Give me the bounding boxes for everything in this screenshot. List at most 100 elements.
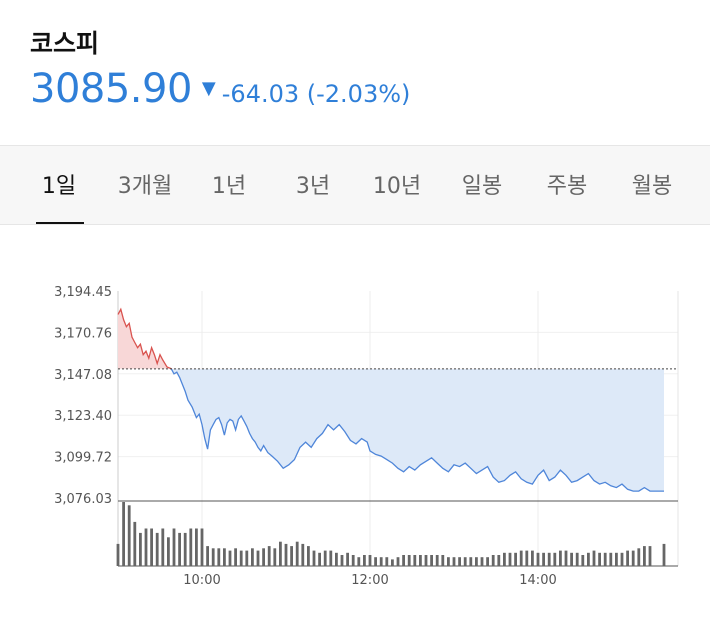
volume-bar [631,550,635,566]
volume-bar [172,528,176,566]
volume-bar [211,548,215,566]
triangle-down-icon: ▼ [201,78,216,99]
volume-bar [503,552,506,566]
volume-bar [402,555,405,566]
volume-bar [223,548,226,566]
volume-bar [385,557,389,566]
volume-bar [301,543,305,566]
volume-bar [559,550,562,566]
x-tick-label: 12:00 [351,573,388,588]
volume-bar [239,550,243,566]
volume-bar [273,548,277,566]
volume-bar [133,521,137,566]
volume-bar [441,555,445,566]
quote-header: 코스피 3085.90 ▼ -64.03 (-2.03%) [0,0,710,145]
volume-bar [262,548,265,566]
current-price: 3085.90 [30,66,192,112]
y-tick-label: 3,170.76 [54,326,112,341]
volume-bar [312,550,316,566]
volume-bar [206,546,209,566]
volume-bar [329,550,333,566]
volume-bar [620,552,624,566]
volume-bar [256,550,260,566]
volume-bar [139,532,142,566]
volume-bar [323,550,327,566]
volume-bar [307,546,310,566]
tab-3y[interactable]: 3년 [295,174,331,199]
volume-bar [167,537,170,566]
volume-bar [407,555,411,566]
volume-bar [587,552,590,566]
volume-bar [615,552,618,566]
volume-bar [340,555,344,566]
index-title: 코스피 [30,29,100,58]
volume-bar [553,552,557,566]
tab-monthly-candle[interactable]: 월봉 [631,174,673,199]
volume-bar [178,532,181,566]
volume-bar [497,555,501,566]
volume-bar [228,550,232,566]
period-tabs: 1일 3개월 1년 3년 10년 일봉 주봉 월봉 [0,145,710,225]
volume-bar [419,555,422,566]
volume-bar [284,543,288,566]
y-tick-label: 3,099.72 [54,451,112,466]
volume-bar [279,541,282,566]
volume-bar [251,548,254,566]
volume-bar [346,552,349,566]
volume-bar [514,552,517,566]
volume-bar [542,552,545,566]
volume-bar [662,543,666,566]
volume-bar [547,552,551,566]
active-tab-indicator [36,222,84,224]
volume-bar [626,550,629,566]
area-below-reference [171,368,664,492]
volume-bar [189,528,193,566]
volume-bar [351,555,355,566]
tab-3m[interactable]: 3개월 [117,174,173,199]
volume-bar [363,555,366,566]
volume-bar [217,548,221,566]
intraday-chart: 3,194.45 3,170.76 3,147.08 3,123.40 3,099.72… [54,285,679,588]
volume-bar [155,532,159,566]
volume-bar [144,528,148,566]
volume-bar [475,557,478,566]
volume-bar [357,557,361,566]
volume-bar [122,502,125,566]
volume-bar [391,559,394,566]
volume-bar [648,546,652,566]
volume-bar [161,528,165,566]
volume-bar [463,557,467,566]
x-tick-label: 10:00 [183,573,220,588]
volume-bar [396,557,400,566]
tab-1y[interactable]: 1년 [211,174,247,199]
volume-bar [127,505,131,566]
volume-bar [536,552,540,566]
price-change: -64.03 (-2.03%) [221,80,411,108]
tab-weekly-candle[interactable]: 주봉 [546,174,588,199]
y-tick-label: 3,123.40 [54,409,112,424]
tab-10y[interactable]: 10년 [372,174,422,199]
volume-bar [525,550,529,566]
volume-bar [335,552,338,566]
volume-bar [430,555,433,566]
tab-1d[interactable]: 1일 [41,174,77,199]
volume-bar [469,557,473,566]
volume-bar [150,528,153,566]
price-row: 3085.90 ▼ -64.03 (-2.03%) [30,66,410,112]
volume-bar [564,550,568,566]
volume-bar [379,557,383,566]
volume-bar [519,550,523,566]
volume-bar [531,550,534,566]
tab-daily-candle[interactable]: 일봉 [461,174,503,199]
volume-bar [486,557,489,566]
volume-bar [413,555,417,566]
volume-bar [435,555,439,566]
volume-bar [575,552,579,566]
volume-bar [195,528,198,566]
volume-bar [368,555,372,566]
volume-bar [245,550,249,566]
volume-bar [267,546,271,566]
volume-bar [318,552,321,566]
volume-bar [200,528,204,566]
volume-bar [508,552,512,566]
